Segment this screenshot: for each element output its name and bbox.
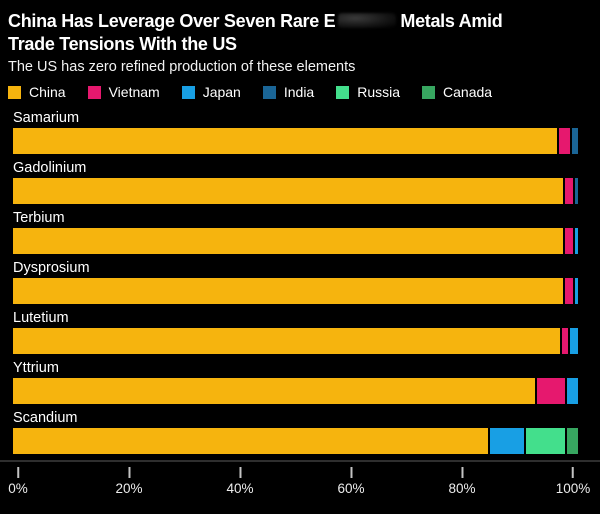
legend-item-russia: Russia xyxy=(336,84,400,100)
bar-label: Terbium xyxy=(13,210,65,226)
legend-item-india: India xyxy=(262,84,315,100)
bar-segment-japan xyxy=(490,428,524,454)
chart-header: China Has Leverage Over Seven Rare E Meta… xyxy=(0,10,600,100)
bar-label: Dysprosium xyxy=(13,260,90,276)
bar-segment-japan xyxy=(575,278,579,304)
bar-segment-vietnam xyxy=(564,278,574,304)
bar-segment-china xyxy=(13,328,560,354)
chart-area: Samarium Gadolinium Terbium Dysprosium Lutet… xyxy=(0,110,600,506)
stacked-bar xyxy=(13,278,579,304)
bar-segment-japan xyxy=(569,328,578,354)
bar-segment-vietnam xyxy=(536,378,565,404)
legend: China Vietnam Japan India Russia Canada xyxy=(8,84,592,100)
axis-tick-0: 0% xyxy=(8,467,28,496)
legend-item-japan: Japan xyxy=(181,84,241,100)
bar-segment-japan xyxy=(575,228,579,254)
bar-segment-india xyxy=(575,178,579,204)
legend-label: India xyxy=(283,84,315,100)
chart-row-dysprosium: Dysprosium xyxy=(13,260,579,304)
bar-segment-china xyxy=(13,178,563,204)
legend-item-vietnam: Vietnam xyxy=(87,84,160,100)
chart-rows: Samarium Gadolinium Terbium Dysprosium Lutet… xyxy=(13,110,579,454)
stacked-bar xyxy=(13,228,579,254)
bar-segment-japan xyxy=(566,378,578,404)
legend-label: China xyxy=(29,84,66,100)
tick-mark xyxy=(461,467,463,478)
tick-label: 60% xyxy=(337,481,365,496)
legend-swatch-icon xyxy=(336,85,350,99)
tick-mark xyxy=(128,467,130,478)
stacked-bar xyxy=(13,378,578,404)
chart-row-gadolinium: Gadolinium xyxy=(13,160,579,204)
axis-ticks: 0% 20% 40% 60% 80% 100% xyxy=(8,467,590,506)
legend-swatch-icon xyxy=(8,85,21,99)
redaction-smudge xyxy=(338,13,397,28)
legend-label: Vietnam xyxy=(108,84,160,100)
axis-tick-100: 100% xyxy=(555,467,591,496)
bar-segment-china xyxy=(13,228,563,254)
bar-segment-russia xyxy=(525,428,565,454)
legend-swatch-icon xyxy=(262,85,276,99)
bar-segment-canada xyxy=(566,428,579,454)
chart-row-terbium: Terbium xyxy=(13,210,579,254)
chart-title: China Has Leverage Over Seven Rare E Meta… xyxy=(8,10,592,56)
bar-segment-vietnam xyxy=(561,328,568,354)
legend-swatch-icon xyxy=(87,85,101,99)
bar-label: Scandium xyxy=(13,410,78,426)
tick-label: 20% xyxy=(115,481,143,496)
axis-tick-60: 60% xyxy=(337,467,365,496)
bar-segment-vietnam xyxy=(564,178,574,204)
tick-mark xyxy=(16,467,19,478)
chart-row-samarium: Samarium xyxy=(13,110,578,154)
stacked-bar xyxy=(13,178,579,204)
axis-tick-40: 40% xyxy=(226,467,254,496)
legend-swatch-icon xyxy=(422,85,436,99)
legend-item-canada: Canada xyxy=(422,84,492,100)
tick-mark xyxy=(239,467,241,478)
legend-label: Russia xyxy=(357,84,401,100)
tick-mark xyxy=(572,467,574,478)
legend-swatch-icon xyxy=(181,85,195,99)
title-line-2: Trade Tensions With the US xyxy=(8,34,237,54)
bar-segment-china xyxy=(13,428,489,454)
chart-row-scandium: Scandium xyxy=(13,410,579,454)
legend-label: Canada xyxy=(443,84,493,100)
stacked-bar xyxy=(13,128,578,154)
tick-label: 0% xyxy=(8,481,28,496)
bar-label: Samarium xyxy=(13,110,80,126)
axis-tick-20: 20% xyxy=(115,467,143,496)
stacked-bar xyxy=(13,328,578,354)
bar-segment-vietnam xyxy=(564,228,574,254)
title-text-before-redaction: China Has Leverage Over Seven Rare E xyxy=(8,11,336,31)
chart-subtitle: The US has zero refined production of th… xyxy=(8,59,356,75)
bar-segment-china xyxy=(13,378,535,404)
bar-segment-china xyxy=(13,128,558,154)
stacked-bar xyxy=(13,428,579,454)
axis-baseline xyxy=(0,460,600,462)
bar-label: Gadolinium xyxy=(13,160,87,176)
title-text-after-redaction: Metals Amid xyxy=(400,11,503,31)
tick-label: 100% xyxy=(555,481,591,496)
title-line-1: China Has Leverage Over Seven Rare E Meta… xyxy=(8,10,592,33)
chart-row-yttrium: Yttrium xyxy=(13,360,578,404)
tick-mark xyxy=(350,467,352,478)
legend-item-china: China xyxy=(8,84,66,100)
x-axis: 0% 20% 40% 60% 80% 100% xyxy=(0,460,600,506)
chart-row-lutetium: Lutetium xyxy=(13,310,578,354)
axis-tick-80: 80% xyxy=(448,467,476,496)
bar-label: Yttrium xyxy=(13,360,59,376)
legend-label: Japan xyxy=(202,84,241,100)
bar-label: Lutetium xyxy=(13,310,69,326)
bar-segment-vietnam xyxy=(559,128,571,154)
bar-segment-india xyxy=(572,128,578,154)
tick-label: 80% xyxy=(448,481,476,496)
bar-segment-china xyxy=(13,278,563,304)
tick-label: 40% xyxy=(226,481,254,496)
